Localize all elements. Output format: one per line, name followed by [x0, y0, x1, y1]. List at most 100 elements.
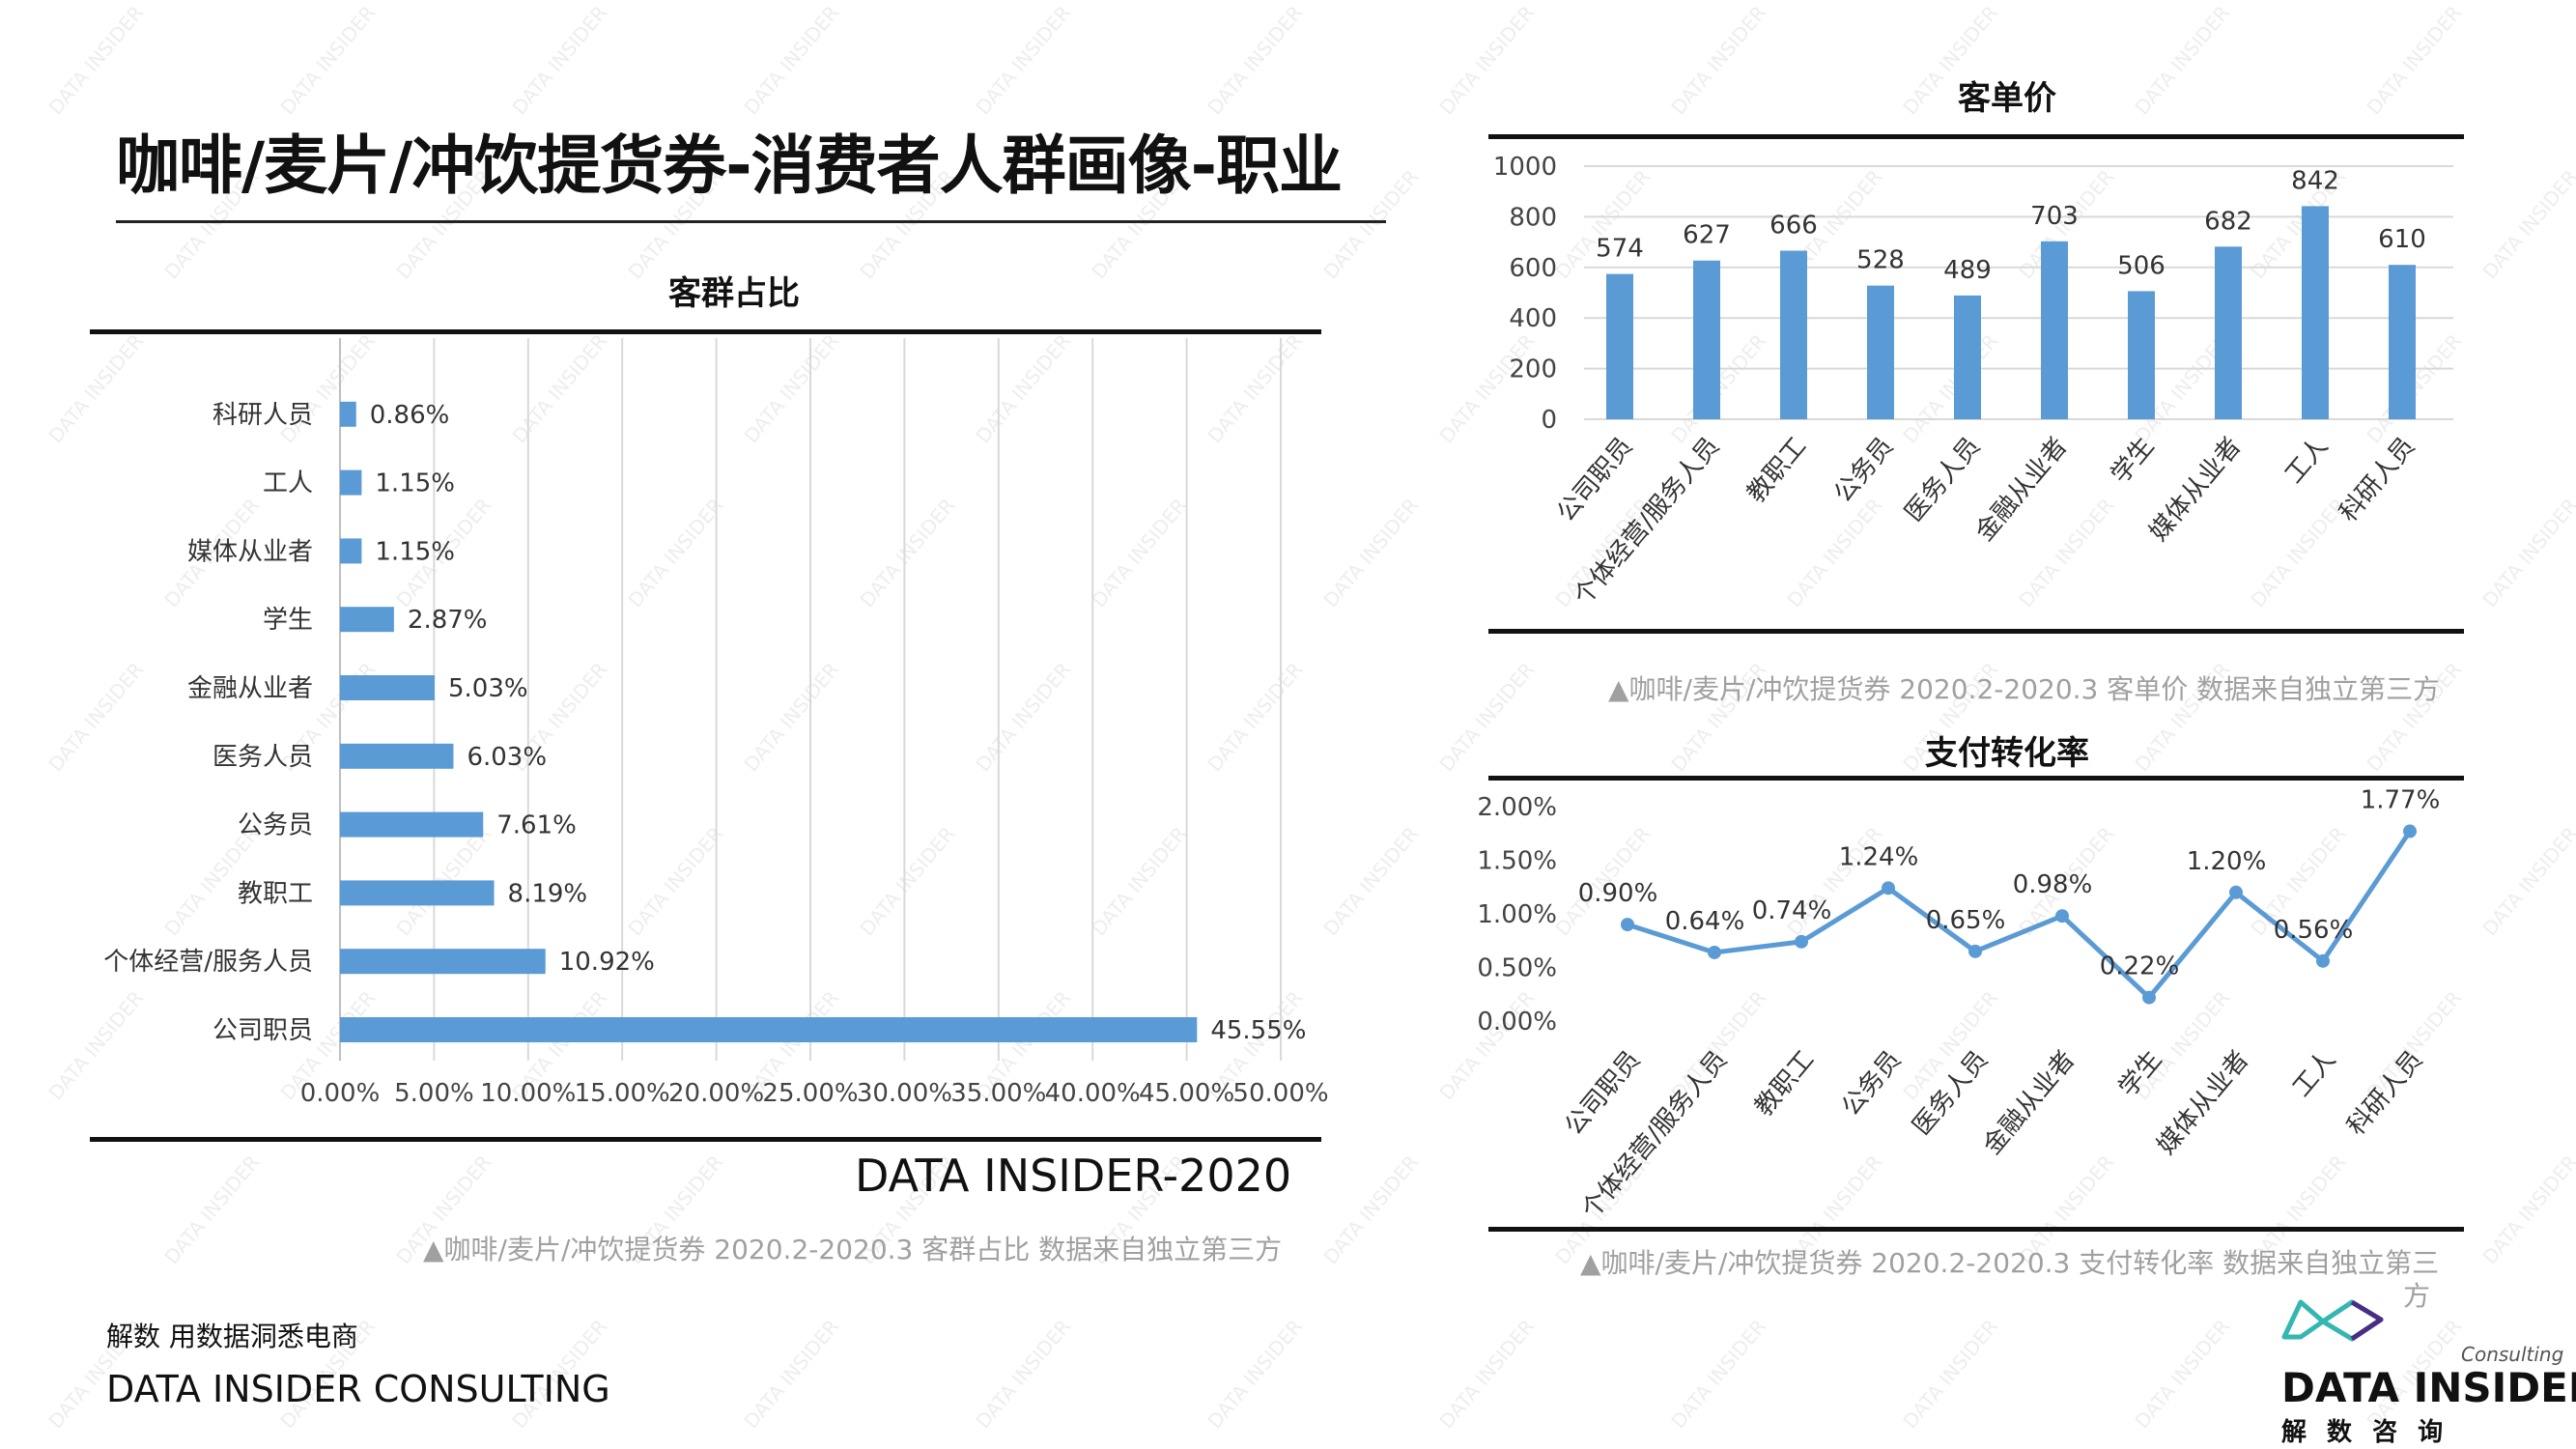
- y-tick-label: 0.00%: [1478, 1008, 1557, 1037]
- price-chart: 0 200 400 600 800 1000 574 公司职员 627 个体经营/服务人员 666 教…: [1493, 153, 2453, 611]
- data-point: [1968, 944, 1982, 958]
- data-point: [2316, 953, 2330, 968]
- watermark-mark: DATA INSIDER: [1434, 1, 1539, 119]
- logo-subtitle: 解 数 咨 询: [2281, 1418, 2449, 1447]
- category-label: 金融从业者: [1970, 432, 2074, 547]
- data-label: 610: [2378, 225, 2426, 254]
- watermark-text: DATA INSIDER: [971, 1, 1075, 119]
- bar: [1867, 285, 1894, 419]
- bar: [2389, 265, 2416, 419]
- watermark-text: DATA INSIDER: [1318, 1151, 1423, 1268]
- conversion-chart-title: 支付转化率: [1925, 734, 2089, 773]
- category-label: 工人: [2287, 1045, 2341, 1102]
- watermark-text: DATA INSIDER: [971, 1315, 1075, 1433]
- y-tick-label: 400: [1509, 304, 1557, 333]
- logo-name: DATA INSIDER: [2281, 1364, 2576, 1411]
- page-title: 咖啡/麦片/冲饮提货券-消费者人群画像-职业: [116, 128, 1343, 203]
- share-chart-top-rule: [90, 329, 1321, 334]
- data-point: [2229, 885, 2243, 899]
- bar: [340, 607, 394, 633]
- watermark-text: DATA INSIDER: [1666, 1315, 1770, 1433]
- bar: [2128, 291, 2155, 419]
- bar: [340, 743, 454, 769]
- series-line: [1627, 830, 2413, 1001]
- data-label: 0.22%: [2100, 952, 2180, 981]
- data-label: 0.64%: [1665, 907, 1745, 936]
- category-label: 个体经营/服务人员: [1576, 1045, 1733, 1224]
- data-label: 2.87%: [408, 606, 488, 635]
- x-tick-label: 25.00%: [762, 1079, 858, 1108]
- watermark-text: DATA INSIDER: [1318, 494, 1423, 611]
- watermark-text: DATA INSIDER: [2477, 494, 2576, 611]
- category-label: 工人: [263, 469, 313, 498]
- category-label: 医务人员: [212, 743, 313, 772]
- data-label: 1.77%: [2361, 786, 2441, 815]
- category-label: 教职工: [238, 879, 313, 908]
- category-label: 媒体从业者: [187, 537, 313, 566]
- watermark-mark: DATA INSIDER: [1898, 1315, 2002, 1433]
- watermark-mark: DATA INSIDER: [1434, 1315, 1539, 1433]
- price-chart-caption: ▲咖啡/麦片/冲饮提货券 2020.2-2020.3 客单价 数据来自独立第三方: [1608, 673, 2441, 705]
- category-label: 医务人员: [1900, 432, 1987, 527]
- data-label: 8.19%: [508, 879, 588, 908]
- conversion-chart-caption-line2: 方: [2403, 1280, 2431, 1312]
- category-label: 金融从业者: [1978, 1045, 2081, 1160]
- x-tick-label: 10.00%: [480, 1079, 576, 1108]
- watermark-text: DATA INSIDER: [2477, 165, 2576, 283]
- y-tick-label: 2.00%: [1478, 793, 1557, 822]
- bar: [340, 880, 495, 906]
- data-label: 0.74%: [1752, 896, 1832, 925]
- data-label: 0.90%: [1578, 879, 1658, 908]
- data-point: [1795, 934, 1808, 949]
- watermark-mark: DATA INSIDER: [2477, 1151, 2576, 1268]
- watermark-text: DATA INSIDER: [43, 1, 148, 119]
- watermark-mark: DATA INSIDER: [739, 1, 843, 119]
- data-label: 1.20%: [2187, 847, 2267, 876]
- watermark-mark: DATA INSIDER: [739, 1315, 843, 1433]
- watermark-mark: DATA INSIDER: [2362, 1, 2466, 119]
- watermark-mark: DATA INSIDER: [2477, 494, 2576, 611]
- watermark-mark: DATA INSIDER: [1203, 1315, 1307, 1433]
- category-label: 工人: [2279, 432, 2334, 489]
- y-tick-label: 1.50%: [1478, 847, 1557, 876]
- bar: [340, 401, 356, 427]
- x-tick-label: 20.00%: [668, 1079, 764, 1108]
- category-label: 公司职员: [212, 1016, 313, 1045]
- category-label: 金融从业者: [187, 674, 313, 703]
- data-point: [2403, 824, 2417, 838]
- category-label: 公务员: [1828, 432, 1899, 508]
- watermark-mark: DATA INSIDER: [159, 1151, 264, 1268]
- data-label: 0.65%: [1926, 906, 2006, 935]
- watermark-text: DATA INSIDER: [739, 1315, 843, 1433]
- watermark-text: DATA INSIDER: [1434, 1315, 1539, 1433]
- bar: [340, 949, 546, 975]
- category-label: 公司职员: [1560, 1045, 1647, 1141]
- watermark-text: DATA INSIDER: [1666, 1, 1770, 119]
- bar: [1780, 250, 1807, 419]
- watermark-mark: DATA INSIDER: [1318, 1151, 1423, 1268]
- watermark-mark: DATA INSIDER: [1666, 1315, 1770, 1433]
- watermark-mark: DATA INSIDER: [1318, 494, 1423, 611]
- watermark-text: DATA INSIDER: [1898, 1315, 2002, 1433]
- category-label: 医务人员: [1908, 1045, 1995, 1141]
- data-label: 489: [1943, 256, 1992, 285]
- category-label: 教职工: [1741, 432, 1812, 508]
- x-tick-label: 45.00%: [1139, 1079, 1234, 1108]
- data-label: 0.86%: [370, 401, 450, 430]
- logo-tag: Consulting: [2461, 1343, 2564, 1366]
- y-tick-label: 0: [1541, 406, 1557, 435]
- bar: [340, 469, 362, 496]
- bar: [1693, 260, 1720, 419]
- x-tick-label: 50.00%: [1232, 1079, 1328, 1108]
- watermark-text: DATA INSIDER: [1434, 658, 1539, 776]
- bar: [1954, 295, 1981, 419]
- brand-slogan: 解数 用数据洞悉电商: [106, 1321, 358, 1352]
- watermark-mark: DATA INSIDER: [275, 1, 380, 119]
- data-label: 0.98%: [2013, 870, 2093, 899]
- watermark-mark: DATA INSIDER: [1203, 1, 1307, 119]
- category-label: 媒体从业者: [2144, 432, 2248, 547]
- share-chart-title: 客群占比: [668, 274, 800, 313]
- y-tick-label: 800: [1509, 203, 1557, 232]
- watermark-text: DATA INSIDER: [1434, 1, 1539, 119]
- data-point: [2055, 909, 2069, 923]
